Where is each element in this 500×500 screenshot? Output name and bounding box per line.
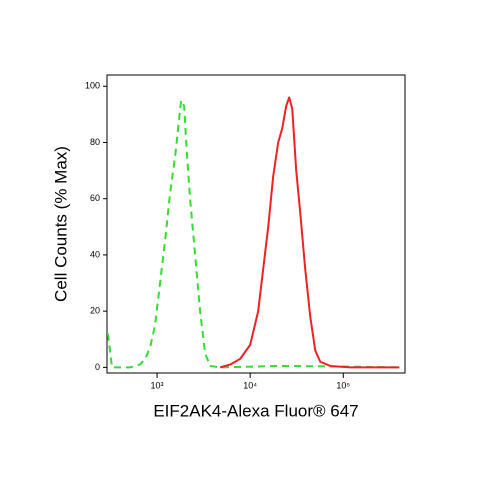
x-axis-title: EIF2AK4-Alexa Fluor® 647	[153, 401, 358, 420]
x-tick-label: 10⁵	[336, 380, 350, 390]
y-tick-label: 80	[90, 137, 100, 147]
y-tick-label: 0	[95, 362, 100, 372]
y-tick-label: 100	[85, 81, 100, 91]
x-tick-label: 10⁴	[243, 380, 257, 390]
series-line	[106, 99, 400, 369]
y-tick-label: 60	[90, 193, 100, 203]
y-tick-label: 20	[90, 306, 100, 316]
x-tick-label: 10³	[151, 380, 164, 390]
series-line	[219, 96, 400, 369]
y-axis-title: Cell Counts (% Max)	[51, 146, 70, 302]
plot-frame	[106, 74, 406, 374]
y-tick-label: 40	[90, 249, 100, 259]
